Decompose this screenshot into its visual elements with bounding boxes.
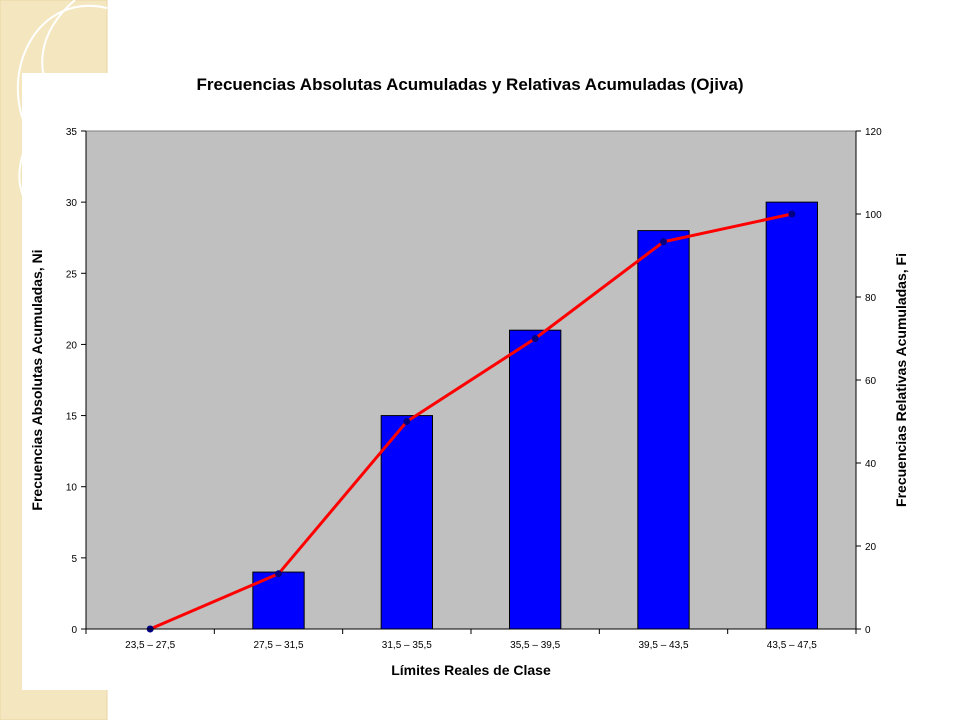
x-tick-label: 35,5 – 39,5: [510, 640, 560, 651]
y-tick-label: 10: [66, 483, 78, 494]
line-point: [788, 210, 796, 218]
y2-tick-label: 60: [865, 376, 877, 387]
chart-container: Frecuencias Absolutas Acumuladas y Relat…: [22, 73, 918, 690]
bar: [509, 329, 562, 630]
bar: [765, 201, 819, 630]
line-point: [275, 570, 282, 578]
bar: [380, 415, 433, 630]
y2-tick-label: 40: [865, 459, 877, 470]
y-tick-label: 0: [71, 625, 77, 636]
y-tick-label: 30: [66, 198, 78, 209]
x-axis-title: Límites Reales de Clase: [391, 662, 551, 678]
x-tick-label: 39,5 – 43,5: [638, 640, 688, 651]
y-tick-label: 15: [66, 412, 78, 423]
y-tick-label: 20: [66, 340, 78, 351]
y2-tick-label: 80: [865, 293, 877, 304]
y-tick-label: 35: [66, 127, 78, 138]
line-point: [531, 335, 539, 342]
y-tick-label: 5: [71, 554, 77, 565]
chart-title: Frecuencias Absolutas Acumuladas y Relat…: [196, 75, 744, 94]
y2-tick-label: 120: [865, 127, 882, 138]
x-tick-label: 43,5 – 47,5: [767, 640, 817, 651]
bar: [637, 230, 690, 630]
y2-axis-title: Frecuencias Relativas Acumuladas, Fi: [893, 253, 909, 507]
cumulative-relative-line: [149, 212, 793, 631]
line-point: [660, 238, 667, 246]
ogive-chart: 0 5 10 15 20 25 30 35 0 20 40 60 80 100 120 23,5 – 27,5…: [29, 127, 909, 678]
x-tick-label: 31,5 – 35,5: [382, 640, 432, 651]
y-tick-label: 25: [66, 269, 78, 280]
y2-tick-label: 20: [865, 542, 877, 553]
x-tick-label: 23,5 – 27,5: [125, 640, 175, 651]
y2-tick-label: 0: [865, 625, 871, 636]
line-point: [403, 418, 411, 425]
x-tick-label: 27,5 – 31,5: [253, 640, 303, 651]
y2-tick-label: 100: [865, 210, 882, 221]
y-axis-title: Frecuencias Absolutas Acumuladas, Ni: [29, 249, 45, 510]
